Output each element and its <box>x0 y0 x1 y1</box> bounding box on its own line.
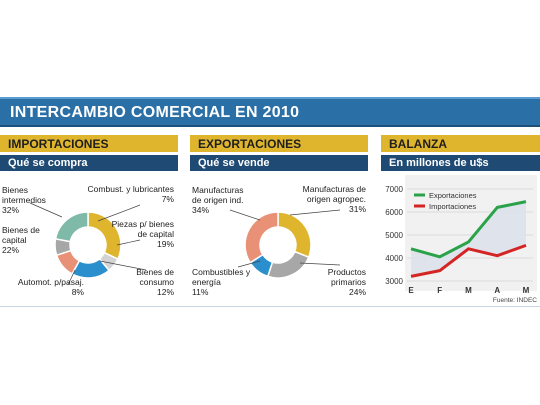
exports-leader-3 <box>229 209 261 221</box>
imports-label-1: Combust. y lubricantes 7% <box>87 184 174 204</box>
balance-xtick: M <box>465 286 472 295</box>
imports-subtitle: Qué se compra <box>8 157 88 169</box>
imports-leader-1 <box>97 204 141 222</box>
exports-label-1: Productos primarios 24% <box>327 267 366 297</box>
balance-series-1 <box>410 243 527 278</box>
exports-label-2: Combustibles y energía 11% <box>192 267 251 297</box>
exports-title-bar: EXPORTACIONES <box>190 135 368 152</box>
imports-leader-0 <box>29 202 63 218</box>
exports-slice-1 <box>266 250 310 279</box>
legend-label-1: Importaciones <box>429 202 476 211</box>
balance-series-0 <box>410 200 527 259</box>
imports-donut <box>29 202 147 286</box>
exports-slice-0 <box>277 211 312 259</box>
header-banner: INTERCAMBIO COMERCIAL EN 2010 <box>0 97 540 127</box>
exports-label-0: Manufacturas de origen agropec. 31% <box>302 184 366 214</box>
exports-slice-3 <box>244 211 279 264</box>
imports-label-0: Bienes intermedios 32% <box>2 185 46 215</box>
balance-xtick: A <box>494 286 500 295</box>
exports-subtitle: Qué se vende <box>198 157 270 169</box>
imports-leader-4 <box>67 269 76 286</box>
imports-title: IMPORTACIONES <box>8 137 109 151</box>
balance-ytick: 4000 <box>385 254 403 263</box>
imports-panel: IMPORTACIONES Qué se compra Bienes inter… <box>0 135 178 305</box>
imports-leader-2 <box>116 239 141 246</box>
balance-subtitle-bar: En millones de u$s <box>381 155 540 171</box>
balance-ytick: 6000 <box>385 208 403 217</box>
balance-subtitle: En millones de u$s <box>389 157 489 169</box>
exports-donut <box>229 209 341 279</box>
legend-label-0: Exportaciones <box>429 191 477 200</box>
exports-panel: EXPORTACIONES Qué se vende Manufacturas … <box>190 135 368 305</box>
balance-line-chart: 7000 6000 5000 4000 3000 E F M A M Exportaciones Im… <box>385 175 537 304</box>
balance-source: Fuente: INDEC <box>493 297 537 304</box>
exports-label-3: Manufacturas de origen ind. 34% <box>192 185 244 215</box>
imports-label-5: Bienes de capital 22% <box>2 225 40 255</box>
imports-slice-5 <box>54 211 89 243</box>
imports-label-3: Bienes de consumo 12% <box>136 267 174 297</box>
bottom-divider <box>0 306 540 307</box>
imports-subtitle-bar: Qué se compra <box>0 155 178 171</box>
imports-title-bar: IMPORTACIONES <box>0 135 178 152</box>
exports-subtitle-bar: Qué se vende <box>190 155 368 171</box>
imports-label-4: Automot. p/pasaj. 8% <box>17 277 84 297</box>
balance-xtick: F <box>437 286 442 295</box>
balance-title: BALANZA <box>389 137 447 151</box>
exports-leader-1 <box>299 262 341 266</box>
imports-label-2: Piezas p/ bienes de capital 19% <box>111 219 174 249</box>
exports-leader-0 <box>289 209 341 216</box>
balance-xtick: E <box>408 286 414 295</box>
page-title: INTERCAMBIO COMERCIAL EN 2010 <box>10 104 300 121</box>
balance-ytick: 7000 <box>385 185 403 194</box>
balance-xtick: M <box>523 286 530 295</box>
balance-title-bar: BALANZA <box>381 135 540 152</box>
balance-ytick: 3000 <box>385 277 403 286</box>
imports-leader-3 <box>99 260 147 271</box>
balance-ytick: 5000 <box>385 231 403 240</box>
balance-panel: BALANZA En millones de u$s 7000 6000 5000 4… <box>381 135 540 305</box>
exports-leader-2 <box>237 260 261 268</box>
exports-title: EXPORTACIONES <box>198 137 302 151</box>
